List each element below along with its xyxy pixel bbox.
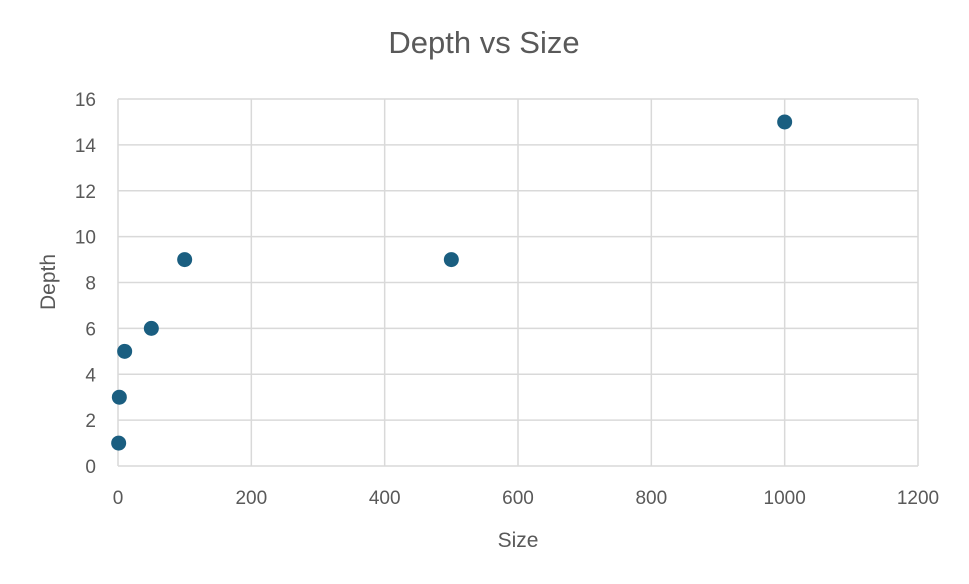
y-axis-tick-labels: 0 2 4 6 8 10 12 14 16 — [75, 90, 97, 478]
y-tick-label: 2 — [85, 411, 96, 432]
data-point — [177, 252, 193, 268]
data-point — [117, 343, 133, 359]
x-tick-label: 0 — [113, 488, 124, 509]
x-tick-label: 400 — [369, 488, 401, 509]
plot-area — [111, 98, 919, 467]
y-tick-label: 0 — [85, 457, 96, 478]
data-point — [777, 114, 793, 130]
y-axis-title: Depth — [37, 254, 60, 310]
y-tick-label: 10 — [75, 228, 96, 249]
y-tick-label: 4 — [85, 365, 96, 386]
data-point — [111, 389, 127, 405]
data-point — [111, 435, 127, 451]
x-axis-tick-labels: 0 200 400 600 800 1000 1200 — [113, 488, 939, 509]
x-axis-title: Size — [498, 529, 539, 552]
y-tick-label: 16 — [75, 90, 96, 111]
chart-title: Depth vs Size — [388, 25, 579, 60]
y-tick-label: 6 — [85, 319, 96, 340]
data-point — [443, 252, 459, 268]
x-tick-label: 800 — [635, 488, 667, 509]
y-tick-label: 8 — [85, 274, 96, 295]
x-tick-label: 600 — [502, 488, 534, 509]
x-tick-label: 1200 — [897, 488, 939, 509]
data-points — [111, 114, 793, 451]
x-tick-label: 200 — [235, 488, 267, 509]
y-tick-label: 14 — [75, 136, 97, 157]
data-point — [143, 320, 159, 336]
horizontal-gridlines — [118, 98, 918, 467]
y-tick-label: 12 — [75, 182, 96, 203]
x-tick-label: 1000 — [764, 488, 806, 509]
